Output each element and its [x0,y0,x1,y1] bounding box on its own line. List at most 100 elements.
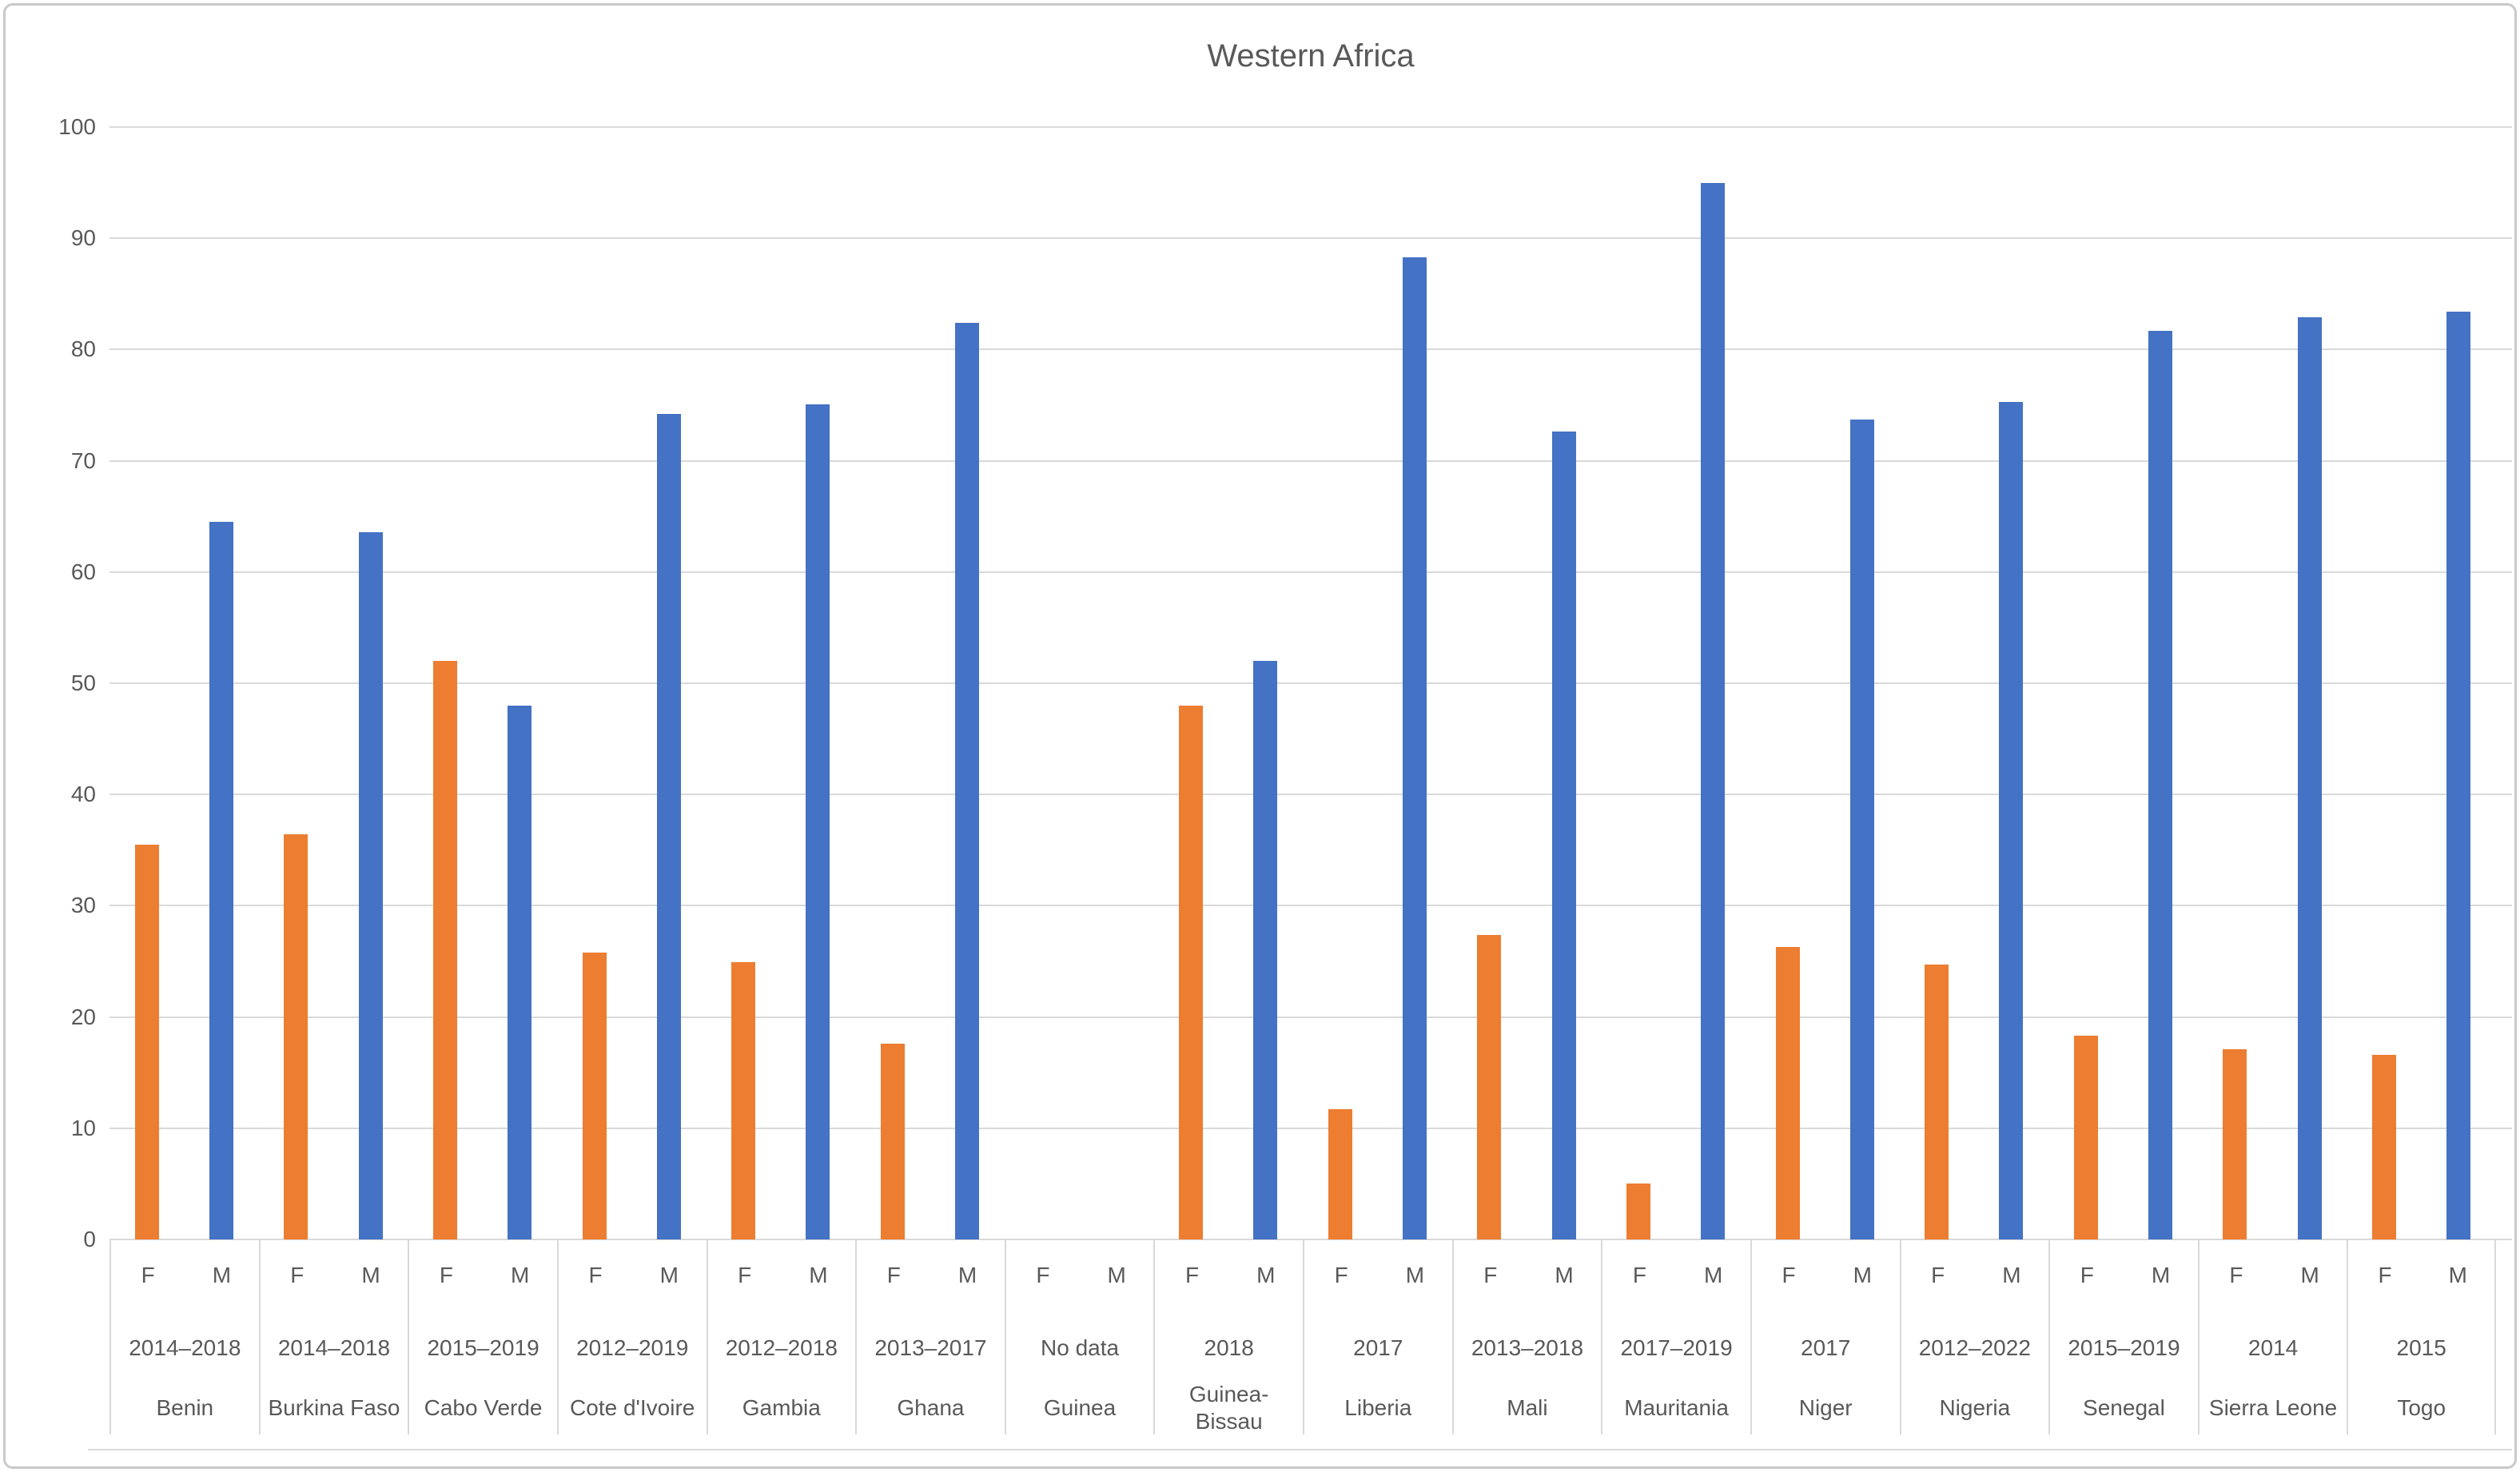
label-f-togo: F [2378,1263,2392,1287]
label-period-senegal: 2015–2019 [2068,1335,2180,1360]
bar-m-gambia [806,404,830,1239]
labels-cote-d-ivoire: F M 2012–2019 Cote d'Ivoire [556,1239,707,1434]
labels-cabo-verde: F M 2015–2019 Cabo Verde [408,1239,557,1434]
label-period-cote-d-ivoire: 2012–2019 [576,1335,689,1360]
group-nigeria: F M 2012–2022 Nigeria [1899,127,2049,1449]
bars-senegal [2048,127,2198,1239]
group-niger: F M 2017 Niger [1750,127,1900,1449]
label-country-niger: Niger [1798,1395,1853,1420]
label-period-ghana: 2013–2017 [874,1335,987,1360]
bar-f-ghana [880,1044,905,1239]
y-tick-label-80: 80 [70,336,96,362]
label-f-mali: F [1483,1263,1498,1287]
chart-title: Western Africa [1207,38,1415,74]
bar-f-cote-d-ivoire [582,952,607,1239]
label-f-liberia: F [1334,1263,1348,1287]
label-m-ghana: M [957,1263,977,1287]
x-axis-bottom-line [88,1449,2512,1450]
bar-f-sierra-leone [2223,1048,2247,1239]
labels-togo: F M 2015 Togo [2347,1239,2496,1434]
bars-cabo-verde [408,127,557,1239]
label-country-mauritania: Mauritania [1624,1395,1729,1420]
bars-guinea-bissau [1153,127,1303,1239]
label-f-guinea-bissau: F [1184,1263,1200,1287]
group-cote-d-ivoire: F M 2012–2019 Cote d'Ivoire [556,127,707,1449]
labels-mali: F M 2013–2018 Mali [1451,1239,1602,1434]
label-f-cote-d-ivoire: F [588,1263,603,1287]
bars-togo [2347,127,2496,1239]
label-country-sierra-leone: Sierra Leone [2208,1395,2338,1420]
label-country-senegal: Senegal [2083,1395,2165,1420]
label-f-senegal: F [2080,1263,2094,1287]
bar-f-gambia [731,962,756,1239]
labels-gambia: F M 2012–2018 Gambia [706,1239,856,1434]
bar-m-togo [2446,312,2471,1239]
label-country-nigeria: Nigeria [1939,1395,2011,1420]
group-mali: F M 2013–2018 Mali [1451,127,1602,1449]
label-period-niger: 2017 [1801,1335,1851,1360]
y-tick-label-40: 40 [70,782,96,807]
gridline-100 [109,126,2512,128]
bars-benin [109,127,259,1239]
label-f-sierra-leone: F [2229,1263,2243,1287]
bar-m-nigeria [1999,401,2024,1239]
y-tick-label-10: 10 [70,1115,96,1140]
bar-m-liberia [1402,257,1427,1239]
group-ghana: F M 2013–2017 Ghana [855,127,1005,1449]
bar-m-sierra-leone [2297,317,2322,1239]
group-burkina-faso: F M 2014–2018 Burkina Faso [258,127,408,1449]
gridline-20 [109,1016,2512,1018]
group-sierra-leone: F M 2014 Sierra Leone [2197,127,2347,1449]
label-country-burkina-faso: Burkina Faso [268,1395,400,1420]
gridline-40 [109,794,2512,796]
bar-m-senegal [2148,330,2173,1239]
bar-m-burkina-faso [358,531,383,1239]
label-m-niger: M [1853,1263,1872,1287]
label-m-gambia: M [809,1263,828,1287]
bar-f-cabo-verde [432,661,457,1239]
label-country-guinea: Guinea [1043,1395,1117,1420]
bar-m-guinea-bissau [1253,661,1278,1239]
label-period-togo: 2015 [2396,1335,2446,1360]
y-tick-label-30: 30 [70,893,96,918]
bar-f-liberia [1328,1109,1352,1239]
label-period-benin: 2014–2018 [129,1335,241,1360]
gridline-70 [109,460,2512,462]
label-country-gambia: Gambia [742,1395,821,1420]
bar-f-benin [134,844,159,1239]
group-mauritania: F M 2017–2019 Mauritania [1601,127,1750,1449]
y-tick-label-0: 0 [83,1227,96,1251]
bar-m-benin [209,522,233,1239]
gridline-0 [109,1239,2512,1240]
label-m-cabo-verde: M [511,1263,530,1287]
group-guinea: F M No data Guinea [1004,127,1154,1449]
label-country-cote-d-ivoire: Cote d'Ivoire [570,1395,695,1420]
label-m-cote-d-ivoire: M [659,1263,679,1287]
gridline-50 [109,682,2512,684]
label-period-mali: 2013–2018 [1471,1335,1584,1360]
gridlines-layer [109,126,2512,1240]
label-m-nigeria: M [2002,1263,2021,1287]
label-f-benin: F [141,1263,155,1287]
bar-f-burkina-faso [284,834,309,1239]
bar-m-cote-d-ivoire [656,414,681,1239]
group-cabo-verde: F M 2015–2019 Cabo Verde [408,127,557,1449]
labels-guinea: F M No data Guinea [1004,1239,1154,1434]
labels-senegal: F M 2015–2019 Senegal [2048,1239,2198,1434]
bars-mauritania [1601,127,1750,1239]
label-f-ghana: F [886,1263,901,1287]
bars-mali [1452,127,1602,1239]
label-m-guinea: M [1107,1263,1126,1287]
bars-guinea [1005,127,1154,1239]
labels-ghana: F M 2013–2017 Ghana [855,1239,1005,1434]
label-f-guinea: F [1036,1263,1050,1287]
label-country-liberia: Liberia [1344,1395,1412,1420]
label-m-senegal: M [2151,1263,2171,1287]
gridline-80 [109,348,2512,351]
bar-f-nigeria [1925,965,1949,1239]
label-country-togo: Togo [2397,1395,2446,1420]
gridline-10 [109,1127,2512,1129]
labels-sierra-leone: F M 2014 Sierra Leone [2197,1239,2347,1434]
bars-ghana [855,127,1005,1239]
